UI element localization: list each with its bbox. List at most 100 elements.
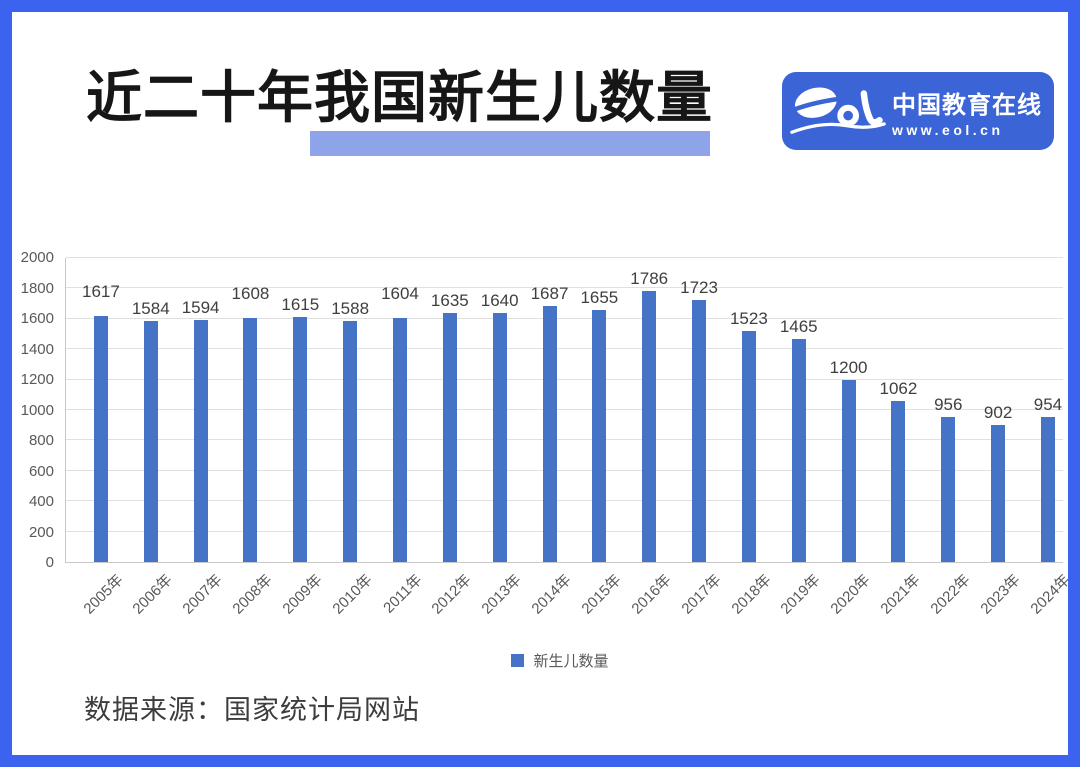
bar-slot: 1655 2015年 [574, 258, 624, 617]
x-tick-label: 2018年 [727, 571, 775, 618]
bar-slot: 1617 2005年 [76, 258, 126, 617]
gridline [66, 378, 1063, 380]
bar [891, 400, 906, 562]
bar-value-label: 956 [934, 394, 963, 414]
bar-slot: 1465 2019年 [774, 258, 824, 617]
bar-slot: 1588 2010年 [325, 258, 375, 618]
x-tick-label: 2005年 [80, 571, 127, 618]
y-tick-label: 600 [28, 462, 54, 480]
bar [243, 317, 258, 562]
bar [741, 330, 756, 562]
bar [542, 305, 557, 562]
gridline [66, 257, 1063, 258]
bar-slot: 1594 2007年 [176, 258, 226, 618]
x-tick-label: 2020年 [827, 571, 874, 618]
bar-value-label: 1200 [829, 357, 868, 377]
x-tick-label: 2006年 [129, 571, 177, 618]
bar-slot: 1640 2013年 [475, 258, 525, 618]
gridline [66, 500, 1063, 502]
x-tick-label: 2019年 [777, 571, 825, 618]
bar-slot: 1635 2012年 [425, 258, 475, 617]
eol-logo: 中国教育在线 www.eol.cn [782, 72, 1054, 150]
x-tick-label: 2011年 [379, 571, 426, 617]
bar-value-label: 1465 [779, 317, 818, 337]
bar-value-label: 954 [1033, 395, 1063, 414]
x-tick-label: 2013年 [478, 571, 525, 618]
bar-value-label: 902 [983, 402, 1013, 422]
gridline [66, 469, 1063, 471]
legend-label: 新生儿数量 [533, 653, 609, 670]
bar [143, 321, 158, 562]
bar-slot: 1604 2011年 [375, 258, 425, 617]
x-tick-label: 2014年 [528, 571, 575, 618]
logo-url: www.eol.cn [892, 121, 1004, 138]
bar-slot: 1200 2020年 [824, 258, 874, 618]
bar-slot: 1615 2009年 [275, 258, 325, 618]
gridline [66, 287, 1063, 289]
bar-slot: 1723 2017年 [674, 258, 724, 617]
title-part1: 近二十年 [86, 66, 314, 129]
page-title: 近二十年我国新生儿数量 [86, 64, 713, 131]
bar-value-label: 1723 [680, 278, 718, 298]
bar-value-label: 1608 [231, 283, 270, 303]
bar [392, 318, 407, 562]
bar-slot: 1523 2018年 [724, 258, 774, 618]
bar [193, 319, 208, 562]
y-tick-label: 400 [28, 493, 54, 510]
bar [293, 316, 308, 562]
bar [1040, 417, 1055, 562]
bar [93, 316, 108, 562]
gridline [66, 348, 1063, 350]
bar [442, 313, 457, 562]
bar-value-label: 1615 [281, 294, 320, 314]
bar-value-label: 1655 [580, 288, 619, 308]
x-tick-label: 2017年 [678, 571, 725, 618]
bar [343, 320, 358, 562]
x-tick-label: 2015年 [578, 571, 625, 618]
bar [492, 312, 507, 562]
x-tick-label: 2009年 [279, 571, 326, 618]
logo-brand-name: 中国教育在线 [892, 91, 1042, 119]
bar-value-label: 1523 [729, 308, 768, 328]
x-tick-label: 2007年 [179, 571, 226, 618]
bar-value-label: 1062 [879, 378, 918, 398]
gridline [66, 317, 1063, 319]
chart-legend: 新生儿数量 [65, 650, 1055, 671]
data-source-note: 数据来源：国家统计局网站 [84, 695, 420, 725]
title-highlight [310, 131, 710, 156]
logo-text-block: 中国教育在线 www.eol.cn [892, 85, 1042, 138]
y-tick-label: 0 [45, 554, 54, 571]
bar-value-label: 1640 [480, 290, 519, 310]
y-tick-label: 800 [28, 432, 54, 449]
y-tick-label: 1000 [20, 401, 54, 419]
y-tick-label: 1200 [20, 371, 54, 388]
bar-value-label: 1584 [131, 299, 170, 319]
bar-value-label: 1635 [430, 291, 469, 311]
bar-value-label: 1594 [181, 297, 220, 317]
y-tick-label: 2000 [20, 249, 54, 266]
gridline [66, 409, 1063, 410]
bar-slot: 1786 2016年 [624, 258, 674, 618]
y-tick-label: 1600 [20, 310, 54, 327]
bar-value-label: 1786 [630, 268, 669, 288]
bar [692, 300, 707, 562]
bar [791, 339, 806, 562]
bar [642, 290, 657, 562]
y-tick-label: 200 [28, 523, 54, 541]
bar [991, 424, 1006, 562]
y-tick-label: 1400 [20, 340, 54, 358]
x-tick-label: 2024年 [1027, 571, 1074, 618]
gridline [66, 530, 1063, 532]
bar-slot: 902 2023年 [973, 258, 1023, 618]
bar-value-label: 1604 [381, 284, 419, 304]
eol-brand-icon [790, 87, 886, 134]
gridline [66, 439, 1063, 441]
x-tick-label: 2022年 [927, 571, 974, 618]
bar-value-label: 1588 [331, 298, 370, 318]
x-tick-label: 2023年 [977, 571, 1024, 618]
bar [941, 416, 956, 562]
x-tick-label: 2021年 [877, 571, 924, 618]
x-tick-label: 2012年 [428, 571, 476, 618]
bar [592, 310, 607, 562]
